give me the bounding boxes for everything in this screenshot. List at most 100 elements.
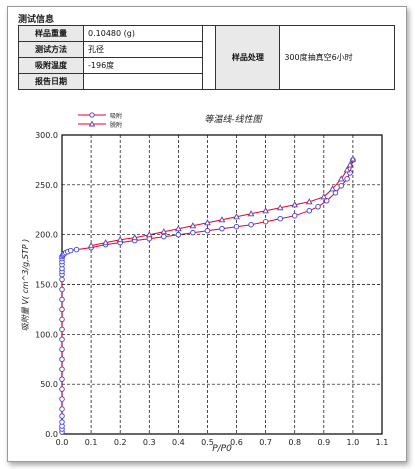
chart-title: 等温线-线性图 <box>204 114 263 125</box>
report-page: 测试信息 样品重量 0.10480 (g) 样品处理 300度抽真空6小时 测试… <box>7 6 407 462</box>
axis-ticks: 0.0 0.1 0.2 0.3 0.4 0.5 0.6 0.7 0.8 0.9 1.0 1.1 0.0 5… <box>35 131 388 447</box>
adsorption-point <box>332 190 339 196</box>
desorption-point <box>102 239 110 246</box>
desorption-point <box>337 175 345 182</box>
adsorption-point <box>315 204 321 210</box>
y-tick-label: 150.0 <box>35 281 58 290</box>
adsorption-point <box>59 396 65 402</box>
adsorption-temp-value: -196度 <box>83 57 203 74</box>
desorption-point <box>87 242 95 249</box>
adsorption-point <box>190 229 196 236</box>
legend-marker <box>89 112 95 118</box>
x-tick-label: 0.8 <box>288 438 301 447</box>
x-tick-label: 1.0 <box>347 438 360 447</box>
adsorption-point <box>204 227 211 234</box>
desorption-point <box>291 201 299 208</box>
desorption-line <box>90 158 354 247</box>
test-method-label: 测试方法 <box>18 41 84 58</box>
adsorption-point <box>59 336 65 343</box>
section-title: 测试信息 <box>18 15 55 25</box>
adsorption-point <box>59 296 65 303</box>
desorption-point <box>329 185 336 192</box>
spacer-cell <box>201 25 217 90</box>
adsorption-point <box>323 198 330 204</box>
adsorption-point <box>262 218 269 225</box>
adsorption-point <box>59 326 65 333</box>
x-tick-label: 0.3 <box>143 438 156 447</box>
adsorption-point <box>291 212 298 219</box>
desorption-point <box>174 225 182 232</box>
adsorption-point <box>306 207 313 214</box>
adsorption-point <box>59 413 65 419</box>
chart-grid <box>62 135 382 434</box>
y-tick-label: 300.0 <box>35 131 58 140</box>
y-tick-label: 250.0 <box>35 181 58 190</box>
y-axis-label: 吸附量 V( cm^3/g,STP ) <box>21 239 30 331</box>
sample-info-table: 样品重量 0.10480 (g) 样品处理 300度抽真空6小时 测试方法 孔径… <box>18 25 395 90</box>
adsorption-point <box>248 221 254 228</box>
x-tick-label: 0.6 <box>230 438 243 447</box>
desorption-point <box>204 219 211 226</box>
isotherm-chart: 等温线-线性图 0.0 0.1 0.2 0.3 0.4 0.5 0.6 0.7 0.8 0.9 1.… <box>21 112 388 454</box>
adsorption-point <box>59 386 65 392</box>
y-tick-label: 0.0 <box>45 430 58 439</box>
adsorption-point <box>233 223 240 230</box>
adsorption-point <box>344 176 350 182</box>
adsorption-point <box>59 406 65 412</box>
desorption-point <box>189 222 197 229</box>
legend-label: 吸附 <box>110 112 122 120</box>
adsorption-point <box>219 225 225 232</box>
adsorption-temp-label: 吸附温度 <box>18 57 84 74</box>
x-tick-label: 0.4 <box>172 438 185 447</box>
desorption-point <box>233 213 240 220</box>
y-tick-label: 200.0 <box>35 231 58 240</box>
desorption-point <box>320 193 328 200</box>
desorption-point <box>349 155 357 162</box>
y-tick-label: 100.0 <box>35 330 58 339</box>
desorption-point <box>247 210 255 217</box>
legend-label: 脱附 <box>110 121 122 129</box>
adsorption-point <box>161 233 167 240</box>
adsorption-point <box>59 286 65 293</box>
adsorption-point <box>59 276 65 283</box>
adsorption-point <box>175 231 182 238</box>
report-date-label: 报告日期 <box>18 73 84 90</box>
adsorption-point <box>59 316 65 323</box>
x-axis-label: P/P0 <box>212 444 232 454</box>
report-date-value <box>83 73 203 90</box>
adsorption-point <box>73 246 80 253</box>
sample-treatment-label: 样品处理 <box>215 25 281 90</box>
x-tick-label: 0.2 <box>114 438 127 447</box>
sample-mass-label: 样品重量 <box>18 25 84 42</box>
sample-treatment-value: 300度抽真空6小时 <box>279 25 395 90</box>
x-tick-label: 0.7 <box>259 438 272 447</box>
adsorption-point <box>59 366 65 372</box>
desorption-point <box>305 198 313 205</box>
x-tick-label: 0.9 <box>317 438 330 447</box>
desorption-point <box>343 166 351 173</box>
y-tick-label: 50.0 <box>40 380 58 389</box>
desorption-point <box>131 234 139 241</box>
test-method-value: 孔径 <box>83 41 203 58</box>
desorption-point <box>276 204 284 211</box>
x-tick-label: 0.5 <box>201 438 214 447</box>
sample-mass-value: 0.10480 (g) <box>83 25 203 42</box>
adsorption-point <box>59 356 65 362</box>
x-tick-label: 0.0 <box>56 438 69 447</box>
desorption-point <box>346 161 354 168</box>
adsorption-point <box>277 215 283 222</box>
desorption-point <box>145 231 153 238</box>
adsorption-point <box>59 306 65 313</box>
desorption-point <box>116 236 124 243</box>
desorption-point <box>160 228 168 235</box>
desorption-point <box>218 216 226 223</box>
adsorption-point <box>59 419 65 425</box>
desorption-point <box>262 207 270 214</box>
x-tick-label: 0.1 <box>85 438 98 447</box>
series-layer <box>59 155 357 435</box>
x-tick-label: 1.1 <box>376 438 389 447</box>
adsorption-point <box>67 247 74 254</box>
adsorption-point <box>59 376 65 382</box>
adsorption-point <box>59 346 65 353</box>
